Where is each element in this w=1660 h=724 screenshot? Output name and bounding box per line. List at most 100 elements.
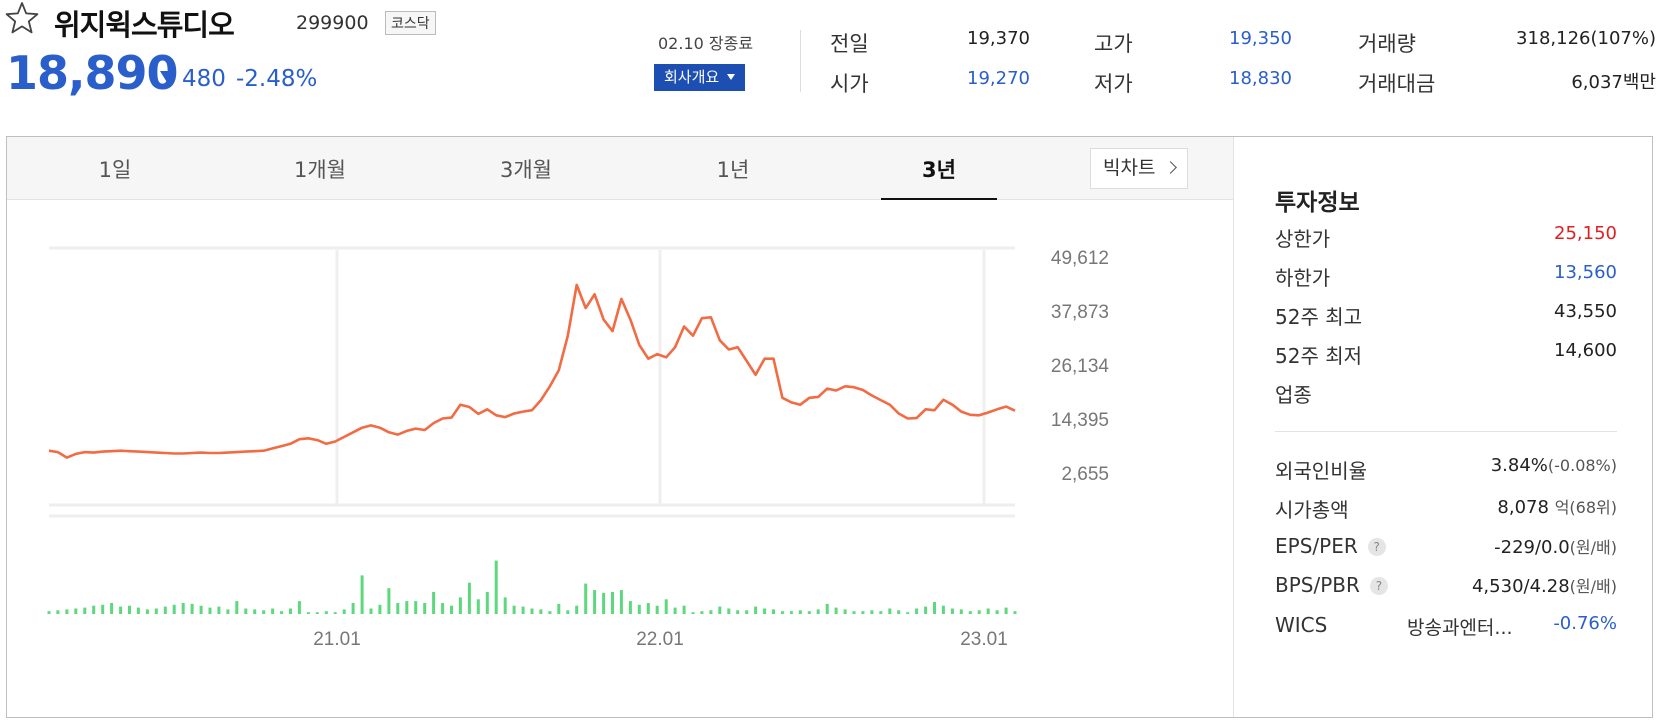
volume-bar [950, 608, 954, 614]
volume-bar [163, 606, 167, 614]
panel-divider [1233, 137, 1234, 717]
volume-bar [172, 604, 176, 614]
volume-bar [736, 610, 740, 614]
wics-change: -0.76% [1553, 613, 1617, 634]
volume-bar [870, 610, 874, 614]
caret-down-icon [727, 74, 736, 80]
chart-panel: 1일 1개월 3개월 1년 3년 빅차트 49,612 37,873 26,134 1… [6, 136, 1653, 718]
wics-industry-link[interactable]: 방송과엔터... [1407, 617, 1513, 639]
volume-bar [754, 606, 758, 614]
volume-bar [772, 609, 775, 614]
bps-pbr-value: 4,530/4.28(원/배) [1472, 573, 1617, 597]
volume-bar [673, 607, 677, 614]
foreign-ratio-change: (-0.08%) [1547, 456, 1617, 475]
volume-bar [441, 603, 445, 614]
volume-bar [423, 603, 427, 614]
volume-bar [888, 608, 892, 614]
volume-bar [432, 591, 436, 614]
volume-bar [1004, 607, 1008, 614]
volume-bar [199, 605, 203, 614]
time-axis-label: 21.01 [313, 629, 361, 650]
favorite-star-icon[interactable] [4, 0, 40, 36]
eps-per: -229/0.0 [1494, 537, 1570, 558]
volume-bar [315, 612, 319, 614]
volume-bar [861, 611, 865, 614]
volume-bar [47, 611, 51, 614]
volume-bar [906, 612, 910, 614]
volume-bar [181, 603, 185, 614]
volume-bar [637, 604, 641, 614]
volume-bar [879, 611, 883, 614]
volume-bar [378, 604, 382, 614]
market-cap-label: 시가총액 [1275, 498, 1349, 522]
volume-bar [476, 599, 480, 614]
eps-per-text: EPS/PER [1275, 534, 1358, 558]
price-axis-label: 14,395 [1051, 410, 1109, 431]
volume-bar [682, 605, 686, 614]
volume-value: 318,126(107%) [1516, 28, 1656, 49]
volume-bar [244, 608, 248, 614]
volume-bar [816, 609, 820, 614]
volume-bar [646, 603, 650, 614]
tab-3m[interactable]: 3개월 [499, 158, 552, 182]
company-overview-button[interactable]: 회사개요 [654, 64, 746, 91]
volume-bar [503, 597, 507, 614]
trade-amount-label: 거래대금 [1358, 72, 1436, 96]
volume-bar [342, 609, 346, 614]
volume-bar [611, 591, 614, 614]
stock-chart[interactable]: 49,612 37,873 26,134 14,395 2,655 21.01 22.01 2… [7, 200, 1233, 716]
volume-bar [360, 575, 364, 614]
volume-bar [727, 608, 731, 614]
tab-1y[interactable]: 1년 [716, 158, 750, 182]
tab-1d[interactable]: 1일 [98, 158, 132, 182]
help-icon[interactable]: ? [1369, 577, 1388, 595]
volume-bar [968, 611, 972, 614]
volume-bar [763, 608, 767, 614]
upper-limit-value: 25,150 [1554, 223, 1617, 244]
volume-bar [467, 582, 471, 614]
tab-3y[interactable]: 3년 [922, 158, 956, 182]
volume-bar [110, 603, 114, 614]
info-divider [1275, 431, 1617, 432]
bps-pbr-label: BPS/PBR? [1275, 573, 1388, 597]
volume-bar [745, 610, 749, 614]
volume-bar [700, 611, 704, 614]
volume-bar [119, 606, 123, 614]
volume-bar [128, 605, 131, 614]
prev-close-label: 전일 [830, 32, 869, 56]
eps-per-unit: (원/배) [1569, 538, 1617, 557]
market-close-note: 02.10 장종료 [658, 34, 754, 53]
help-icon[interactable]: ? [1367, 538, 1386, 556]
volume-bar [226, 609, 230, 614]
volume-bar [539, 609, 543, 614]
volume-bar [825, 603, 829, 614]
trade-amount-value: 6,037백만 [1571, 72, 1656, 93]
volume-bar [414, 601, 418, 614]
volume-bar [485, 591, 489, 614]
volume-bar [306, 612, 310, 614]
volume-bar [396, 603, 400, 614]
volume-bar [458, 597, 462, 614]
wics-label: WICS [1275, 613, 1328, 637]
prev-close-value: 19,370 [967, 28, 1030, 49]
volume-bar [217, 606, 221, 614]
volume-bar [208, 607, 212, 614]
big-chart-button[interactable]: 빅차트 [1090, 148, 1188, 189]
volume-bar [619, 590, 623, 614]
volume-bar [924, 606, 928, 614]
foreign-ratio: 3.84% [1490, 455, 1548, 476]
volume-bar [548, 611, 552, 614]
volume-bar [664, 599, 668, 614]
low-value: 18,830 [1229, 68, 1292, 89]
volume-bar [351, 603, 355, 614]
volume-bar [74, 608, 78, 614]
volume-bar [369, 608, 373, 614]
volume-bar [494, 560, 498, 614]
volume-bar [262, 610, 266, 614]
bps-pbr-text: BPS/PBR [1275, 573, 1360, 597]
big-chart-label: 빅차트 [1103, 157, 1156, 179]
volume-bar [691, 612, 695, 614]
price-change-value: 480 [182, 66, 226, 92]
tab-1m[interactable]: 1개월 [293, 158, 346, 182]
foreign-ratio-value: 3.84%(-0.08%) [1491, 455, 1617, 476]
